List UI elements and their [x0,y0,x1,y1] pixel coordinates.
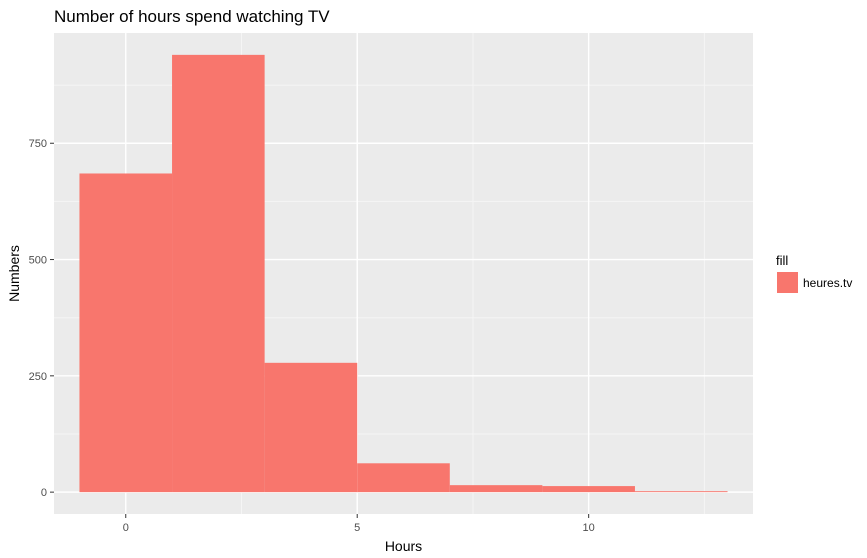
legend-key-swatch [777,272,798,293]
axis-ticks [50,142,590,518]
legend: fill heures.tv [776,253,852,293]
x-axis-title: Hours [385,538,422,554]
histogram-bar [172,54,265,493]
histogram-bar [79,173,173,493]
histogram-bar [449,485,543,493]
histogram-bars [79,54,728,493]
x-tick-label: 0 [123,522,129,534]
x-tick-label: 10 [583,522,595,534]
x-tick-label: 5 [354,522,360,534]
y-tick-label: 250 [29,371,47,383]
x-tick-labels: 0 5 10 [123,522,595,534]
chart-title: Number of hours spend watching TV [54,7,330,26]
histogram-bar [357,463,450,493]
histogram-bar [264,362,358,493]
y-axis-title: Numbers [6,245,22,302]
y-tick-label: 750 [29,138,47,150]
y-tick-label: 500 [29,255,47,267]
legend-label: heures.tv [803,276,852,290]
histogram-bar [542,486,635,493]
y-tick-label: 0 [41,487,47,499]
y-tick-labels: 0 250 500 750 [29,138,47,499]
histogram-bar [634,491,728,493]
legend-title: fill [776,253,788,268]
